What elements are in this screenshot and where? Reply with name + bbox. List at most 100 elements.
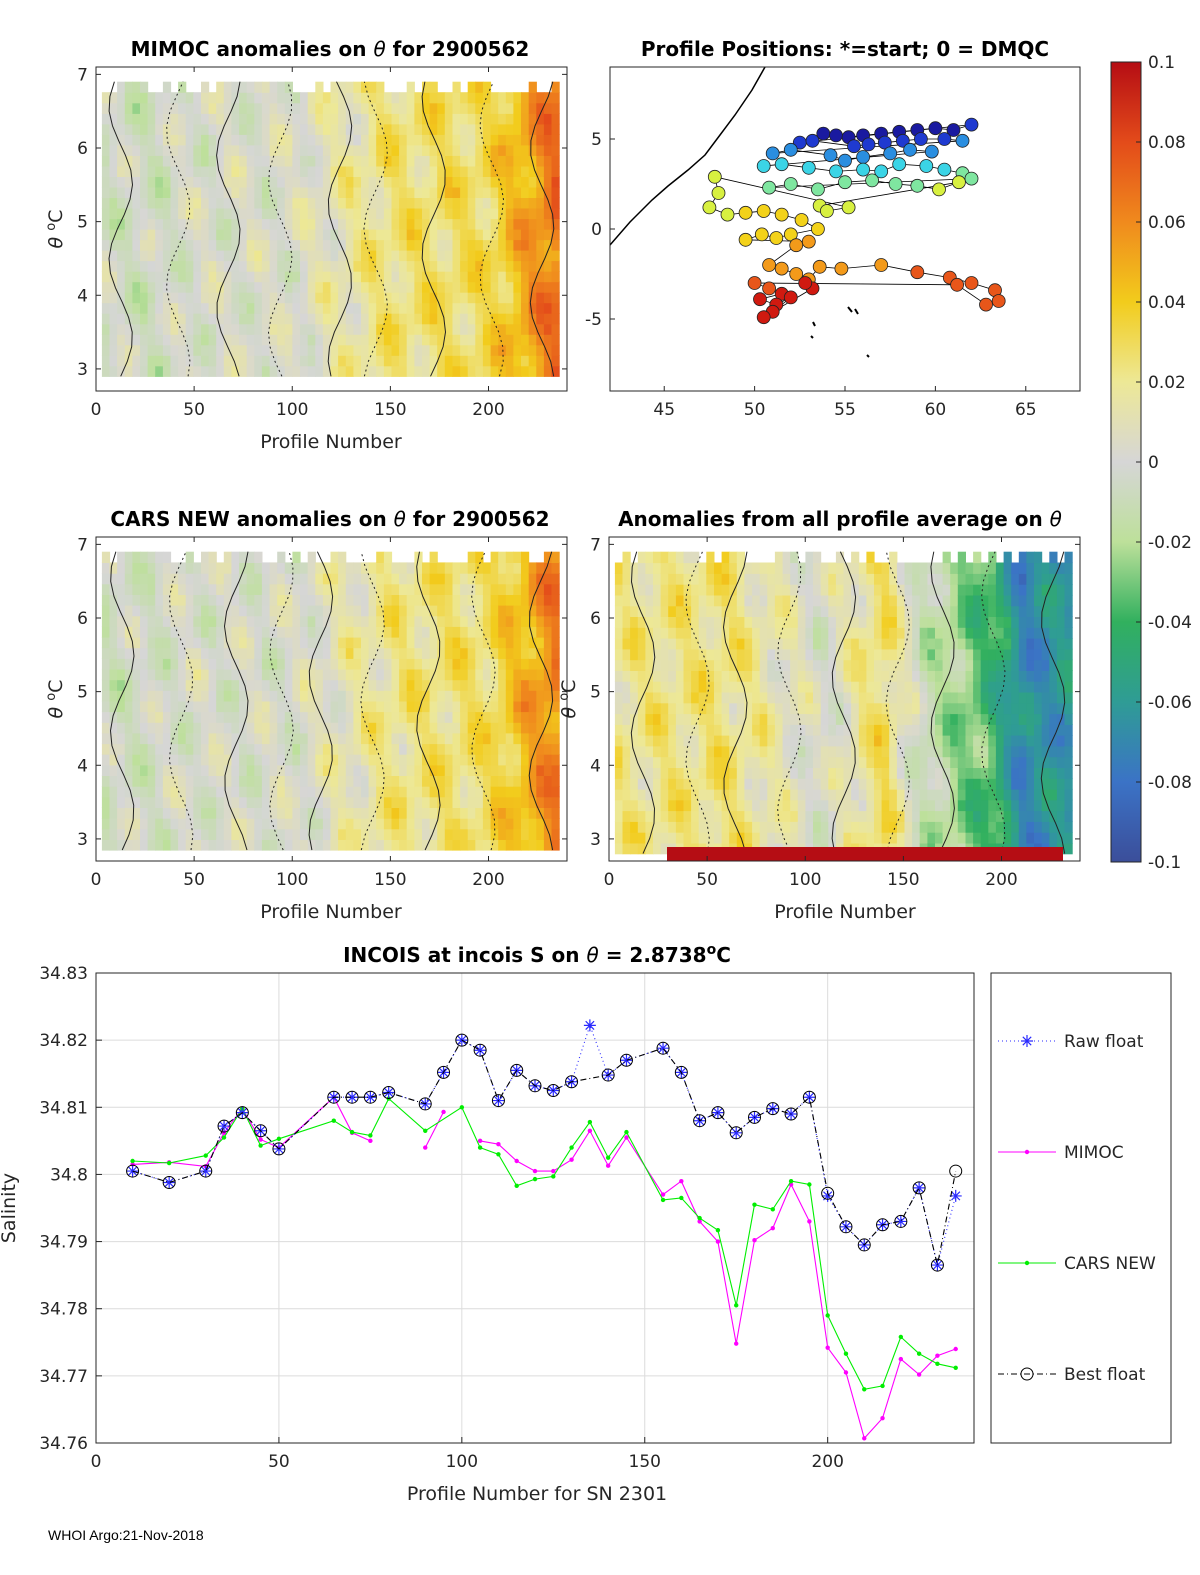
heatmap-cell: [752, 638, 761, 650]
heatmap-cell: [269, 573, 278, 585]
heatmap-cell: [490, 323, 499, 335]
heatmap-cell: [170, 186, 179, 198]
heatmap-cell: [965, 821, 974, 833]
heatmap-cell: [675, 551, 685, 564]
profile-marker: [738, 205, 753, 220]
heatmap-cell: [201, 573, 210, 585]
heatmap-cell: [528, 636, 537, 649]
heatmap-cell: [162, 92, 172, 104]
heatmap-cell: [543, 239, 553, 251]
heatmap-cell: [338, 208, 347, 220]
heatmap-cell: [482, 323, 492, 335]
heatmap-cell: [683, 735, 692, 747]
heatmap-cell: [528, 155, 537, 167]
heatmap-cell: [721, 788, 730, 801]
heatmap-cell: [406, 647, 415, 659]
heatmap-cell: [300, 615, 309, 627]
heatmap-cell: [668, 735, 677, 747]
heatmap-cell: [239, 113, 248, 125]
heatmap-cell: [950, 573, 959, 585]
heatmap-cell: [467, 562, 476, 574]
heatmap-cell: [851, 551, 860, 564]
heatmap-cell: [881, 638, 890, 650]
heatmap-cell: [193, 92, 202, 104]
heatmap-cell: [185, 743, 194, 755]
heatmap-cell: [498, 176, 507, 188]
heatmap-cell: [216, 796, 225, 808]
heatmap-cell: [109, 323, 118, 335]
heatmap-cell: [980, 638, 989, 650]
heatmap-cell: [254, 754, 263, 766]
heatmap-cell: [269, 334, 278, 346]
heatmap-cell: [201, 113, 210, 125]
heatmap-cell: [422, 165, 431, 177]
heatmap-cell: [376, 123, 385, 135]
heatmap-cell: [475, 134, 484, 146]
heatmap-cell: [162, 250, 172, 262]
heatmap-cell: [660, 842, 669, 855]
heatmap-cell: [391, 711, 400, 723]
heatmap-cell: [744, 767, 753, 779]
heatmap-cell: [216, 302, 225, 314]
heatmap-cell: [858, 745, 867, 758]
heatmap-cell: [201, 144, 210, 156]
heatmap-cell: [307, 839, 316, 851]
heatmap-cell: [912, 573, 921, 585]
heatmap-cell: [101, 626, 111, 638]
heatmap-cell: [315, 176, 324, 188]
heatmap-cell: [231, 176, 240, 188]
heatmap-cell: [429, 583, 438, 595]
heatmap-cell: [284, 754, 293, 766]
heatmap-cell: [315, 144, 324, 156]
heatmap-cell: [345, 176, 354, 188]
heatmap-cell: [675, 810, 685, 822]
heatmap-cell: [315, 155, 324, 167]
heatmap-cell: [147, 113, 156, 125]
heatmap-cell: [117, 636, 126, 649]
heatmap-cell: [820, 778, 829, 790]
heatmap-cell: [284, 165, 293, 177]
heatmap-cell: [246, 700, 255, 713]
heatmap-cell: [162, 615, 172, 627]
heatmap-cell: [668, 724, 677, 736]
heatmap-cell: [536, 144, 545, 156]
heatmap-cell: [521, 344, 530, 356]
heatmap-cell: [353, 92, 362, 104]
heatmap-cell: [239, 92, 248, 104]
heatmap-cell: [460, 807, 469, 819]
heatmap-cell: [132, 250, 141, 262]
heatmap-cell: [284, 690, 293, 702]
heatmap-cell: [223, 155, 232, 167]
heatmap-cell: [178, 658, 187, 670]
heatmap-cell: [300, 700, 309, 713]
heatmap-cell: [300, 690, 309, 702]
heatmap-cell: [307, 818, 316, 830]
heatmap-cell: [208, 828, 217, 840]
heatmap-cell: [774, 638, 784, 650]
heatmap-cell: [437, 134, 446, 146]
heatmap-cell: [284, 313, 293, 325]
heatmap-cell: [140, 828, 149, 840]
heatmap-cell: [866, 756, 875, 768]
heatmap-cell: [132, 197, 141, 209]
heatmap-cell: [513, 668, 522, 681]
heatmap-cell: [467, 176, 476, 188]
heatmap-cell: [254, 134, 263, 146]
heatmap-cell: [269, 562, 278, 574]
heatmap-cell: [170, 615, 179, 627]
heatmap-cell: [170, 229, 179, 241]
heatmap-cell: [391, 743, 400, 755]
heatmap-cell: [543, 334, 553, 346]
heatmap-cell: [155, 271, 164, 283]
heatmap-cell: [698, 670, 707, 682]
heatmap-cell: [498, 355, 507, 367]
heatmap-cell: [261, 365, 271, 377]
heatmap-cell: [706, 659, 715, 671]
heatmap-cell: [292, 626, 301, 638]
heatmap-cell: [231, 239, 240, 251]
heatmap-cell: [239, 764, 248, 776]
heatmap-cell: [353, 260, 362, 272]
heatmap-cell: [307, 250, 316, 262]
heatmap-cell: [193, 186, 202, 198]
heatmap-cell: [881, 713, 890, 725]
